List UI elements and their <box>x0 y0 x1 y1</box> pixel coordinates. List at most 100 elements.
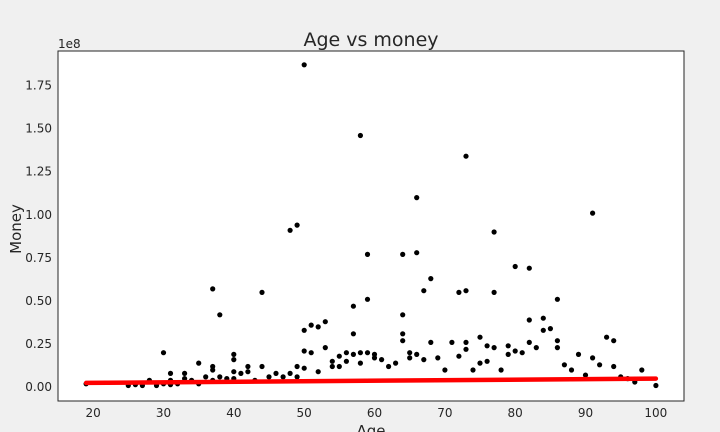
data-point <box>526 339 532 345</box>
x-tick-label: 100 <box>644 406 667 420</box>
data-point <box>231 351 237 357</box>
data-point <box>568 367 575 373</box>
data-point <box>590 210 596 216</box>
data-point <box>554 338 561 344</box>
data-point <box>322 345 328 351</box>
data-point <box>407 350 413 356</box>
x-axis-title: Age <box>356 422 385 432</box>
data-point <box>547 326 554 332</box>
data-point <box>308 322 314 328</box>
data-point <box>498 367 504 373</box>
data-point <box>400 312 406 318</box>
data-point <box>554 296 561 302</box>
data-point <box>210 363 216 370</box>
y-tick-label: 1.75 <box>25 78 52 92</box>
data-point <box>203 374 209 380</box>
data-point <box>554 345 561 351</box>
data-point <box>160 350 167 356</box>
data-point <box>357 132 363 139</box>
data-point <box>217 374 223 380</box>
data-point <box>357 350 363 356</box>
data-point <box>611 363 617 370</box>
data-point <box>259 289 265 295</box>
plot-area <box>57 50 685 402</box>
data-point <box>526 265 532 271</box>
data-point <box>653 382 659 389</box>
data-point <box>491 229 497 235</box>
data-point <box>210 286 216 292</box>
data-point <box>245 369 251 375</box>
data-point <box>597 362 603 368</box>
data-point <box>322 319 328 325</box>
data-point <box>231 369 237 375</box>
data-point <box>470 367 476 373</box>
data-point <box>428 276 434 282</box>
data-point <box>582 372 589 378</box>
data-point <box>336 363 342 370</box>
regression-line <box>83 376 659 386</box>
data-point <box>407 355 413 361</box>
data-point <box>435 355 441 361</box>
data-point <box>294 222 300 228</box>
data-point <box>336 353 342 359</box>
data-point <box>315 369 321 375</box>
x-tick-label: 70 <box>437 406 452 420</box>
y-tick-label: 0.50 <box>25 294 52 308</box>
x-tick-label: 30 <box>156 406 171 420</box>
data-point <box>491 345 497 351</box>
x-tick-label: 90 <box>578 406 593 420</box>
data-point <box>350 331 356 337</box>
data-point <box>428 339 434 345</box>
data-point <box>414 195 420 201</box>
data-point <box>561 362 568 368</box>
data-point <box>505 343 511 349</box>
fit-layer <box>83 376 659 386</box>
data-point <box>512 348 518 354</box>
data-point <box>484 343 490 349</box>
data-point <box>259 363 265 370</box>
y-tick-label: 0.25 <box>25 337 52 351</box>
data-point <box>280 374 286 380</box>
data-point <box>329 363 335 370</box>
data-point <box>386 363 392 370</box>
data-point <box>393 360 399 366</box>
data-point <box>456 289 462 295</box>
data-point <box>301 62 307 68</box>
x-tick-label: 80 <box>508 406 523 420</box>
data-point <box>484 358 490 364</box>
data-point <box>245 363 251 370</box>
data-point <box>301 327 307 333</box>
data-point <box>414 250 420 256</box>
data-point <box>238 370 244 376</box>
data-point <box>400 331 406 337</box>
data-point <box>364 296 371 302</box>
x-tick-label: 40 <box>226 406 241 420</box>
data-point <box>442 367 448 373</box>
data-point <box>414 351 420 357</box>
data-point <box>308 350 314 356</box>
y-tick-label: 0.00 <box>25 380 52 394</box>
x-tick-label: 60 <box>367 406 382 420</box>
data-point <box>463 339 469 345</box>
data-point <box>301 348 307 354</box>
x-tick-label: 50 <box>297 406 312 420</box>
data-point <box>519 350 525 356</box>
data-point <box>273 370 279 376</box>
data-point <box>217 312 223 318</box>
data-point <box>315 324 321 330</box>
data-point <box>575 351 582 357</box>
data-point <box>371 351 378 357</box>
data-point <box>364 251 371 257</box>
data-point <box>294 363 300 370</box>
x-tick-label: 20 <box>86 406 101 420</box>
data-point <box>463 153 469 159</box>
data-point <box>343 358 349 364</box>
data-point <box>343 350 349 356</box>
data-point <box>329 358 335 364</box>
y-tick-label: 1.00 <box>25 208 52 222</box>
data-point <box>182 370 188 376</box>
data-point <box>590 355 596 361</box>
y-tick-label: 1.50 <box>25 122 52 136</box>
y-tick-label: 0.75 <box>25 251 52 265</box>
data-point <box>533 345 539 351</box>
